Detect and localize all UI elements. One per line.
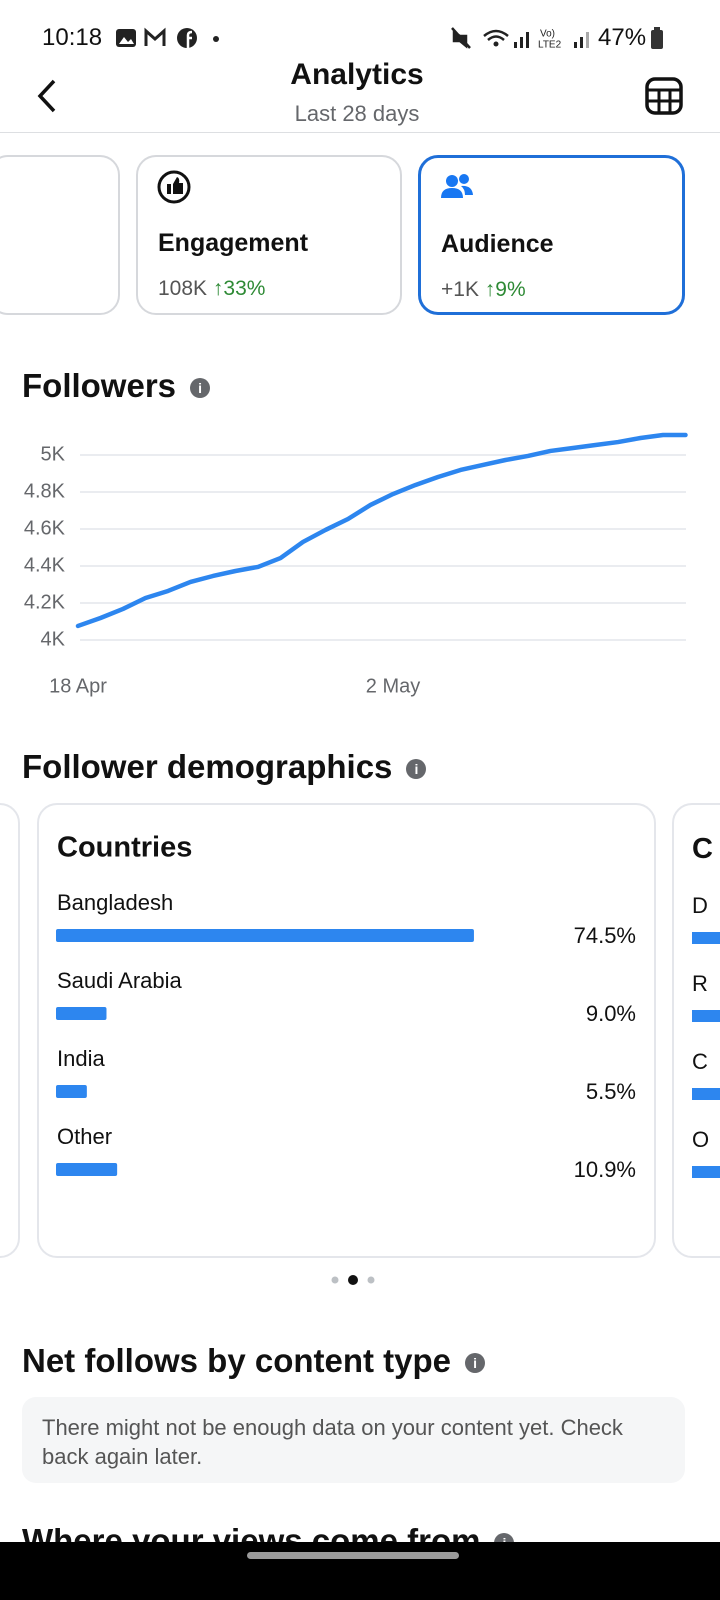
next-card-bar: [692, 1010, 720, 1022]
y-tick-label: 4.2K: [24, 591, 66, 613]
header-title: Analytics: [290, 58, 424, 91]
info-icon[interactable]: i: [190, 378, 211, 399]
line-chart: 4K 4.2K 4.4K 4.6K 4.8K 5K 18 Apr 2 May: [24, 432, 688, 697]
svg-text:LTE2: LTE2: [538, 40, 562, 51]
category-label: Other: [57, 1124, 112, 1149]
y-tick-label: 4.6K: [24, 517, 66, 539]
svg-text:Vo): Vo): [540, 29, 555, 40]
home-handle[interactable]: [247, 1552, 459, 1559]
x-tick-label: 18 Apr: [49, 675, 107, 697]
bar: [56, 929, 474, 942]
card-value-text: 108K: [158, 277, 208, 300]
section-title-text: Net follows by content type: [22, 1342, 452, 1379]
table-button[interactable]: [644, 76, 684, 116]
card-value-text: +1K: [441, 278, 479, 301]
audience-card[interactable]: Audience +1K ↑9%: [418, 155, 685, 315]
section-title-text: Follower demographics: [22, 748, 393, 785]
countries-card: Countries Bangladesh 74.5% Saudi Arabia 9.0%…: [37, 803, 656, 1258]
value-label: 9.0%: [586, 1001, 636, 1026]
info-icon[interactable]: i: [406, 759, 427, 780]
card-label: Audience: [441, 230, 554, 258]
bar: [56, 1163, 118, 1176]
card-partial[interactable]: [0, 155, 120, 315]
line-series: [75, 432, 688, 629]
notice-box: There might not be enough data on your c…: [22, 1397, 685, 1483]
card-partial: [0, 803, 20, 1258]
section-title: Net follows by content type i: [22, 1342, 486, 1380]
divider: [0, 132, 720, 133]
card-change: ↑33%: [212, 277, 266, 300]
y-tick-label: 5K: [41, 443, 66, 465]
chart-title: Followers: [22, 367, 177, 404]
battery-text: 47%: [598, 24, 647, 51]
next-card: C D R C O: [672, 803, 720, 1258]
category-label: Bangladesh: [57, 890, 173, 915]
y-tick-label: 4.8K: [24, 480, 66, 502]
category-label: India: [57, 1046, 105, 1071]
card-value: 108K ↑33%: [158, 277, 265, 301]
next-card-item: D: [692, 893, 708, 918]
battery-icon: [651, 27, 663, 49]
engagement-card[interactable]: Engagement 108K ↑33%: [136, 155, 402, 315]
next-card-item: R: [692, 971, 708, 996]
next-card-item: O: [692, 1127, 710, 1152]
next-card-item: C: [692, 1049, 708, 1074]
status-time: 10:18: [42, 24, 103, 51]
value-label: 5.5%: [586, 1079, 636, 1104]
card-change-text: 9%: [495, 278, 526, 301]
next-card-title: C: [692, 833, 713, 865]
pagination: [331, 1275, 375, 1285]
next-card-bar: [692, 932, 720, 944]
category-label: Saudi Arabia: [57, 968, 183, 993]
card-label: Engagement: [158, 229, 309, 257]
next-card-bar: [692, 1166, 720, 1178]
bar: [56, 1007, 107, 1020]
nav-bar: [0, 1542, 720, 1600]
notice-text: There might not be enough data on your c…: [42, 1415, 623, 1469]
section-title: Follower demographics i: [22, 748, 427, 786]
next-card-bar: [692, 1088, 720, 1100]
value-label: 10.9%: [574, 1157, 636, 1182]
card-value: +1K ↑9%: [441, 278, 526, 302]
back-button[interactable]: [30, 78, 64, 114]
info-icon[interactable]: i: [465, 1353, 486, 1374]
y-tick-label: 4.4K: [24, 554, 66, 576]
status-icons: [116, 27, 219, 48]
x-tick-label: 2 May: [366, 675, 420, 697]
status-icons-right: Vo)LTE2: [451, 27, 589, 51]
card-change: ↑9%: [484, 278, 526, 301]
y-tick-label: 4K: [41, 628, 66, 650]
value-label: 74.5%: [574, 923, 636, 948]
bar: [56, 1085, 87, 1098]
audience-icon: [441, 174, 473, 198]
engagement-icon: [157, 170, 191, 204]
chart-title: Countries: [57, 832, 192, 864]
section-title: Followers i: [22, 367, 211, 405]
card-change-text: 33%: [223, 277, 266, 300]
header-subtitle: Last 28 days: [294, 101, 420, 126]
bar-chart: Countries Bangladesh 74.5% Saudi Arabia 9.0%…: [56, 832, 636, 1182]
